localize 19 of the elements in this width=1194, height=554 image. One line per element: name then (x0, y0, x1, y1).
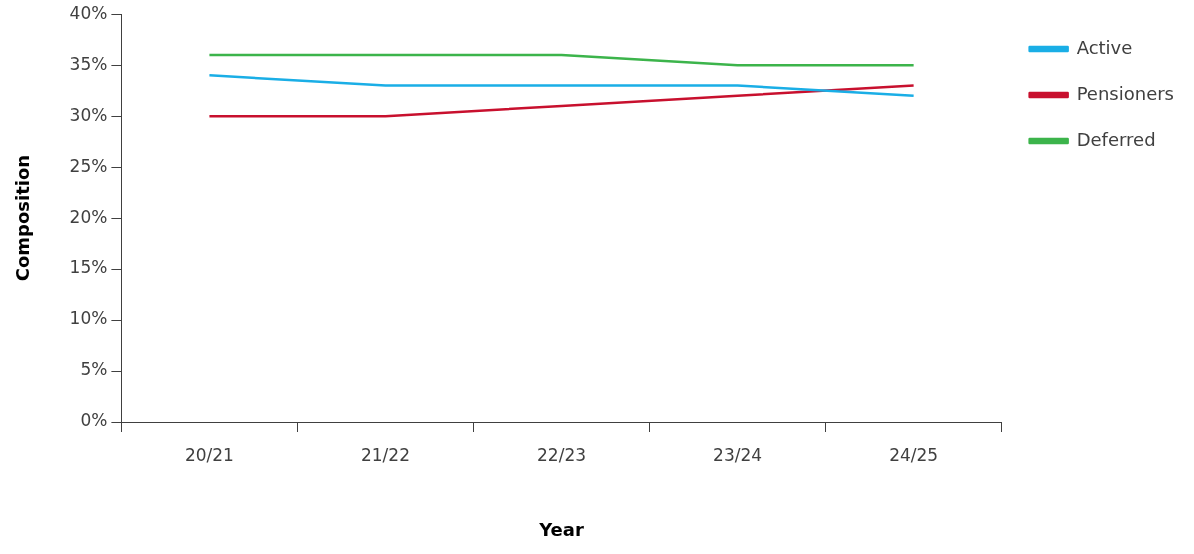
x-axis-title: Year (538, 518, 584, 540)
y-tick-label: 35% (69, 53, 108, 74)
y-tick-label: 10% (69, 308, 108, 329)
y-axis-title: Composition (12, 154, 34, 282)
legend-label: Deferred (1076, 128, 1156, 150)
x-tick-label: 24/25 (889, 444, 939, 465)
y-tick-label: 0% (80, 410, 108, 431)
y-tick-label: 20% (69, 206, 108, 227)
x-tick-label: 21/22 (360, 444, 410, 465)
legend-label: Active (1076, 36, 1133, 58)
y-tick-label: 15% (69, 257, 108, 278)
x-tick-label: 20/21 (184, 444, 234, 465)
y-tick-label: 30% (69, 104, 108, 125)
y-tick-label: 5% (80, 359, 108, 380)
y-tick-label: 40% (69, 2, 108, 23)
legend-label: Pensioners (1076, 82, 1175, 104)
x-tick-label: 23/24 (713, 444, 763, 465)
y-tick-label: 25% (69, 155, 108, 176)
x-tick-label: 22/23 (537, 444, 587, 465)
